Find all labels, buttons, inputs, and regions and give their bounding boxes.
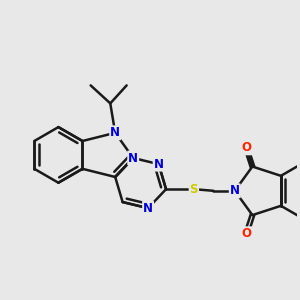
Text: N: N [110,126,120,139]
Text: S: S [190,183,198,196]
Text: O: O [241,227,251,240]
Text: N: N [128,152,138,164]
Text: N: N [143,202,153,215]
Text: N: N [230,184,240,197]
Text: N: N [154,158,164,171]
Text: O: O [241,141,251,154]
